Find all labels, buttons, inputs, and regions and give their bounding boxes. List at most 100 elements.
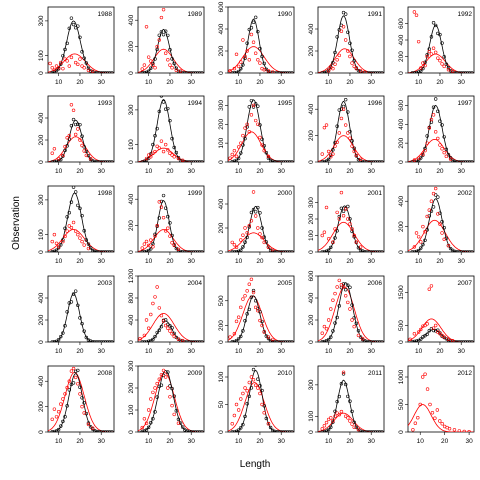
red-observation-point — [333, 414, 337, 418]
red-observation-point — [333, 227, 337, 231]
red-observation-point — [343, 38, 348, 42]
panel-year-label: 1989 — [188, 11, 203, 18]
red-observation-point — [63, 144, 67, 149]
red-fitted-line — [48, 228, 114, 252]
black-observation-point — [65, 144, 69, 148]
black-observation-point — [258, 211, 262, 215]
y-tick-label: 0 — [308, 250, 315, 254]
red-observation-point — [427, 208, 431, 212]
black-observation-point — [348, 285, 352, 290]
black-observation-point — [50, 70, 54, 73]
y-tick-label: 400 — [38, 112, 45, 123]
black-observation-point — [369, 340, 373, 342]
x-tick-label: 10 — [415, 348, 423, 355]
red-observation-point — [428, 402, 432, 407]
black-fitted-line — [48, 293, 114, 342]
black-observation-point — [247, 225, 251, 229]
red-observation-point — [271, 337, 275, 342]
black-observation-point — [101, 160, 106, 162]
black-observation-point — [333, 50, 337, 55]
red-observation-point — [356, 427, 361, 432]
black-observation-point — [185, 340, 189, 342]
red-observation-point — [155, 285, 159, 289]
black-observation-point — [149, 66, 153, 70]
red-observation-point — [239, 305, 243, 310]
y-tick-label: 400 — [218, 23, 225, 34]
y-tick-label: 100 — [128, 404, 135, 415]
red-observation-point — [423, 229, 427, 234]
red-observation-point — [256, 58, 260, 62]
red-observation-point — [86, 68, 91, 73]
red-observation-point — [71, 108, 76, 113]
panel-2000: 10 20 30 0 200 400 2000 — [218, 185, 295, 265]
black-observation-point — [78, 122, 82, 127]
x-tick-label: 30 — [278, 79, 286, 86]
x-tick-label: 30 — [278, 258, 286, 265]
red-observation-point — [343, 207, 348, 211]
red-observation-point — [245, 389, 249, 393]
red-observation-point — [149, 155, 153, 159]
black-observation-point — [157, 216, 161, 220]
red-observation-point — [253, 383, 258, 387]
black-observation-point — [86, 421, 91, 425]
black-observation-point — [65, 215, 69, 219]
red-observation-point — [411, 428, 415, 432]
y-tick-label: 400 — [38, 375, 45, 386]
red-observation-point — [343, 414, 348, 418]
red-observation-point — [76, 127, 80, 131]
red-observation-point — [447, 427, 452, 431]
red-observation-point — [234, 245, 239, 249]
black-fitted-line — [228, 295, 294, 342]
red-observation-point — [431, 46, 436, 50]
red-observation-point — [420, 375, 425, 379]
black-observation-point — [333, 409, 337, 413]
panel-year-label: 1999 — [188, 190, 203, 197]
panel-1992: 10 20 30 0 200 400 600 1992 — [398, 6, 475, 86]
x-tick-label: 10 — [415, 79, 423, 86]
black-observation-point — [329, 425, 333, 429]
black-observation-point — [326, 427, 331, 432]
black-observation-point — [410, 250, 414, 252]
red-observation-point — [176, 247, 181, 252]
black-observation-point — [461, 71, 466, 73]
black-observation-point — [54, 159, 59, 162]
black-observation-point — [52, 340, 57, 342]
black-observation-point — [279, 340, 283, 342]
black-observation-point — [266, 156, 271, 160]
black-observation-point — [65, 404, 69, 408]
red-observation-point — [243, 294, 247, 298]
black-observation-point — [193, 430, 198, 432]
y-tick-label: 0 — [128, 160, 135, 164]
y-tick-label: 400 — [398, 195, 405, 206]
panel-plot-area — [228, 366, 294, 432]
panel-plot-area — [228, 15, 294, 73]
black-observation-point — [93, 249, 97, 252]
black-observation-point — [322, 71, 327, 73]
red-observation-point — [333, 144, 337, 148]
black-observation-point — [191, 250, 196, 252]
black-observation-point — [230, 71, 234, 73]
black-observation-point — [163, 206, 168, 210]
y-tick-label: 200 — [218, 320, 225, 331]
black-observation-point — [187, 71, 191, 73]
red-observation-point — [142, 242, 147, 246]
black-observation-point — [67, 388, 71, 392]
red-observation-point — [339, 29, 344, 33]
y-tick-label: 400 — [128, 314, 135, 325]
red-observation-point — [52, 407, 57, 411]
panel-plot-area — [318, 97, 384, 162]
x-tick-label: 20 — [76, 168, 84, 175]
black-observation-point — [459, 250, 463, 252]
black-observation-point — [247, 27, 251, 32]
black-observation-point — [333, 321, 337, 325]
red-observation-point — [65, 59, 69, 63]
black-observation-point — [375, 160, 380, 162]
black-observation-point — [346, 283, 350, 287]
panel-year-label: 2005 — [278, 280, 293, 287]
black-observation-point — [71, 381, 76, 385]
black-observation-point — [375, 71, 380, 73]
black-observation-point — [159, 30, 164, 34]
black-observation-point — [108, 430, 112, 432]
panel-plot-area — [138, 96, 204, 162]
black-observation-point — [76, 203, 80, 208]
